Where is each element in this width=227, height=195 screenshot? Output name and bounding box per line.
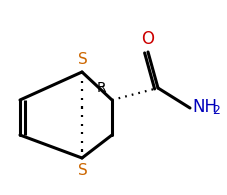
Text: NH: NH <box>192 98 217 116</box>
Text: S: S <box>78 52 88 67</box>
Text: 2: 2 <box>212 105 220 118</box>
Text: O: O <box>141 30 155 48</box>
Text: R: R <box>96 81 106 95</box>
Text: S: S <box>78 163 88 178</box>
